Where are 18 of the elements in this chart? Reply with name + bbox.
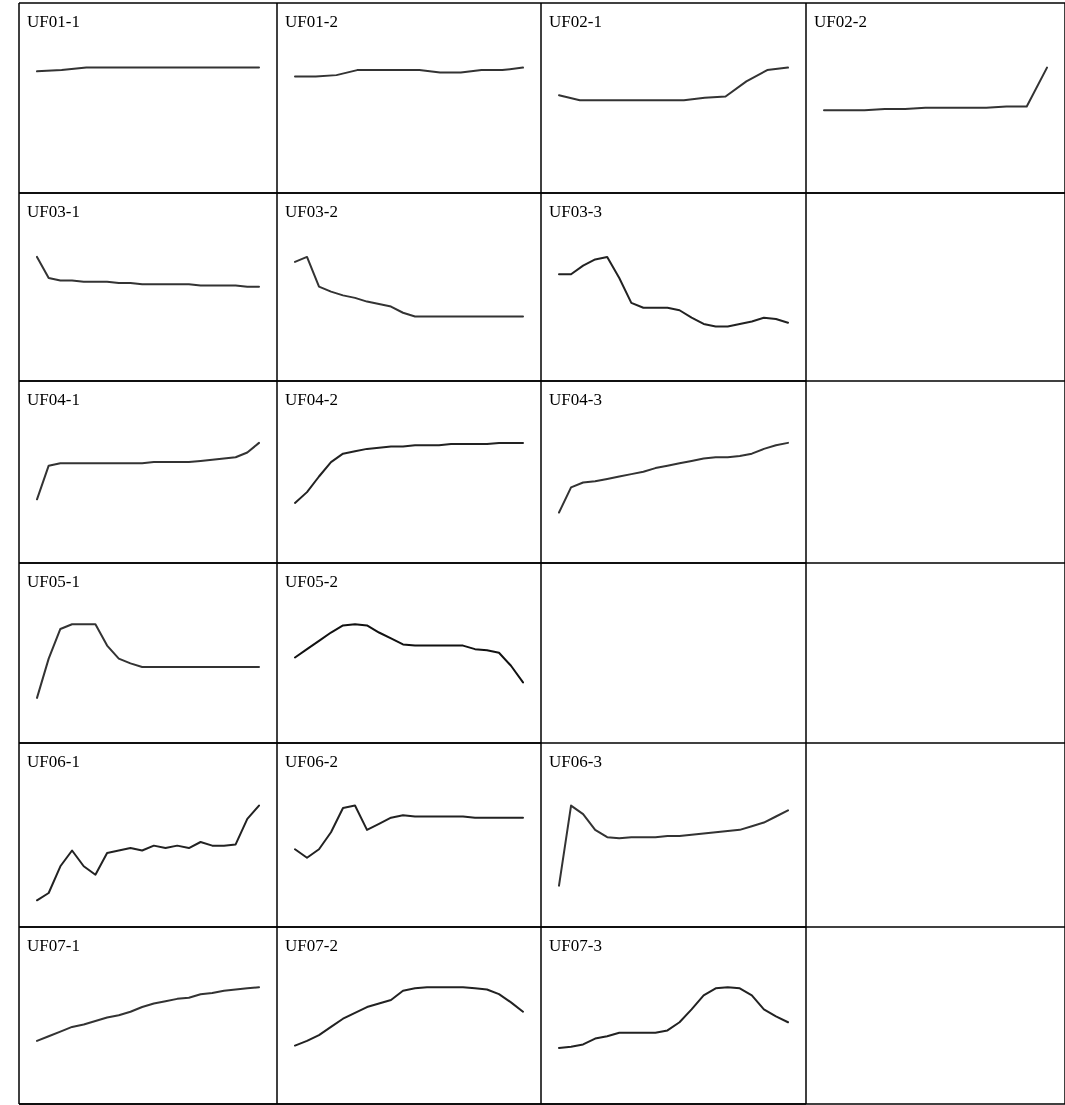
chart-title: UF06-3	[549, 752, 602, 771]
chart-title: UF06-1	[27, 752, 80, 771]
chart-title: UF03-2	[285, 202, 338, 221]
chart-title: UF07-1	[27, 936, 80, 955]
chart-title: UF04-2	[285, 390, 338, 409]
chart-title: UF07-3	[549, 936, 602, 955]
chart-title: UF04-1	[27, 390, 80, 409]
chart-title: UF01-2	[285, 12, 338, 31]
chart-title: UF02-2	[814, 12, 867, 31]
chart-title: UF02-1	[549, 12, 602, 31]
chart-title: UF05-1	[27, 572, 80, 591]
chart-title: UF07-2	[285, 936, 338, 955]
chart-title: UF05-2	[285, 572, 338, 591]
chart-title: UF04-3	[549, 390, 602, 409]
chart-title: UF03-3	[549, 202, 602, 221]
chart-title: UF03-1	[27, 202, 80, 221]
chart-title: UF01-1	[27, 12, 80, 31]
chart-title: UF06-2	[285, 752, 338, 771]
